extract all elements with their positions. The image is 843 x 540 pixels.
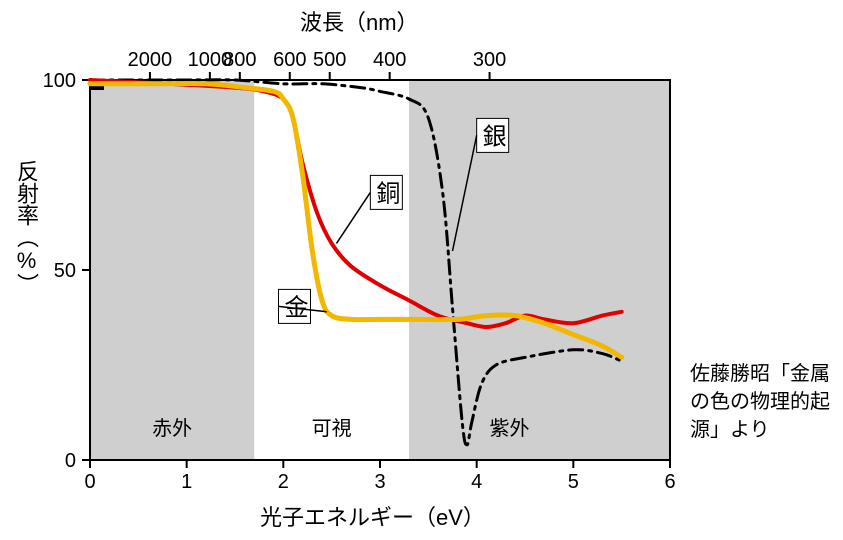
svg-text:銀: 銀 — [483, 123, 507, 150]
svg-text:0: 0 — [84, 471, 95, 493]
svg-text:紫外: 紫外 — [490, 417, 530, 440]
chart-container: 波長（nm） 反射率（%） 光子エネルギー（eV） 佐藤勝昭「金属の色の物理的起… — [0, 0, 843, 540]
svg-text:5: 5 — [568, 471, 579, 493]
svg-text:6: 6 — [664, 471, 675, 493]
svg-text:3: 3 — [374, 471, 385, 493]
svg-text:4: 4 — [471, 471, 482, 493]
svg-text:可視: 可視 — [312, 417, 352, 440]
reflectance-chart: 012345605010020001000800600500400300赤外可視… — [0, 0, 843, 540]
svg-text:1: 1 — [181, 471, 192, 493]
svg-text:400: 400 — [373, 49, 406, 71]
svg-text:銅: 銅 — [376, 180, 400, 207]
svg-text:2: 2 — [278, 471, 289, 493]
svg-text:赤外: 赤外 — [152, 417, 192, 440]
svg-text:100: 100 — [43, 70, 76, 92]
svg-text:2000: 2000 — [128, 49, 173, 71]
svg-text:50: 50 — [54, 260, 76, 282]
svg-text:600: 600 — [273, 49, 306, 71]
svg-text:800: 800 — [223, 49, 256, 71]
svg-text:300: 300 — [473, 49, 506, 71]
svg-text:0: 0 — [65, 450, 76, 472]
svg-text:500: 500 — [313, 49, 346, 71]
